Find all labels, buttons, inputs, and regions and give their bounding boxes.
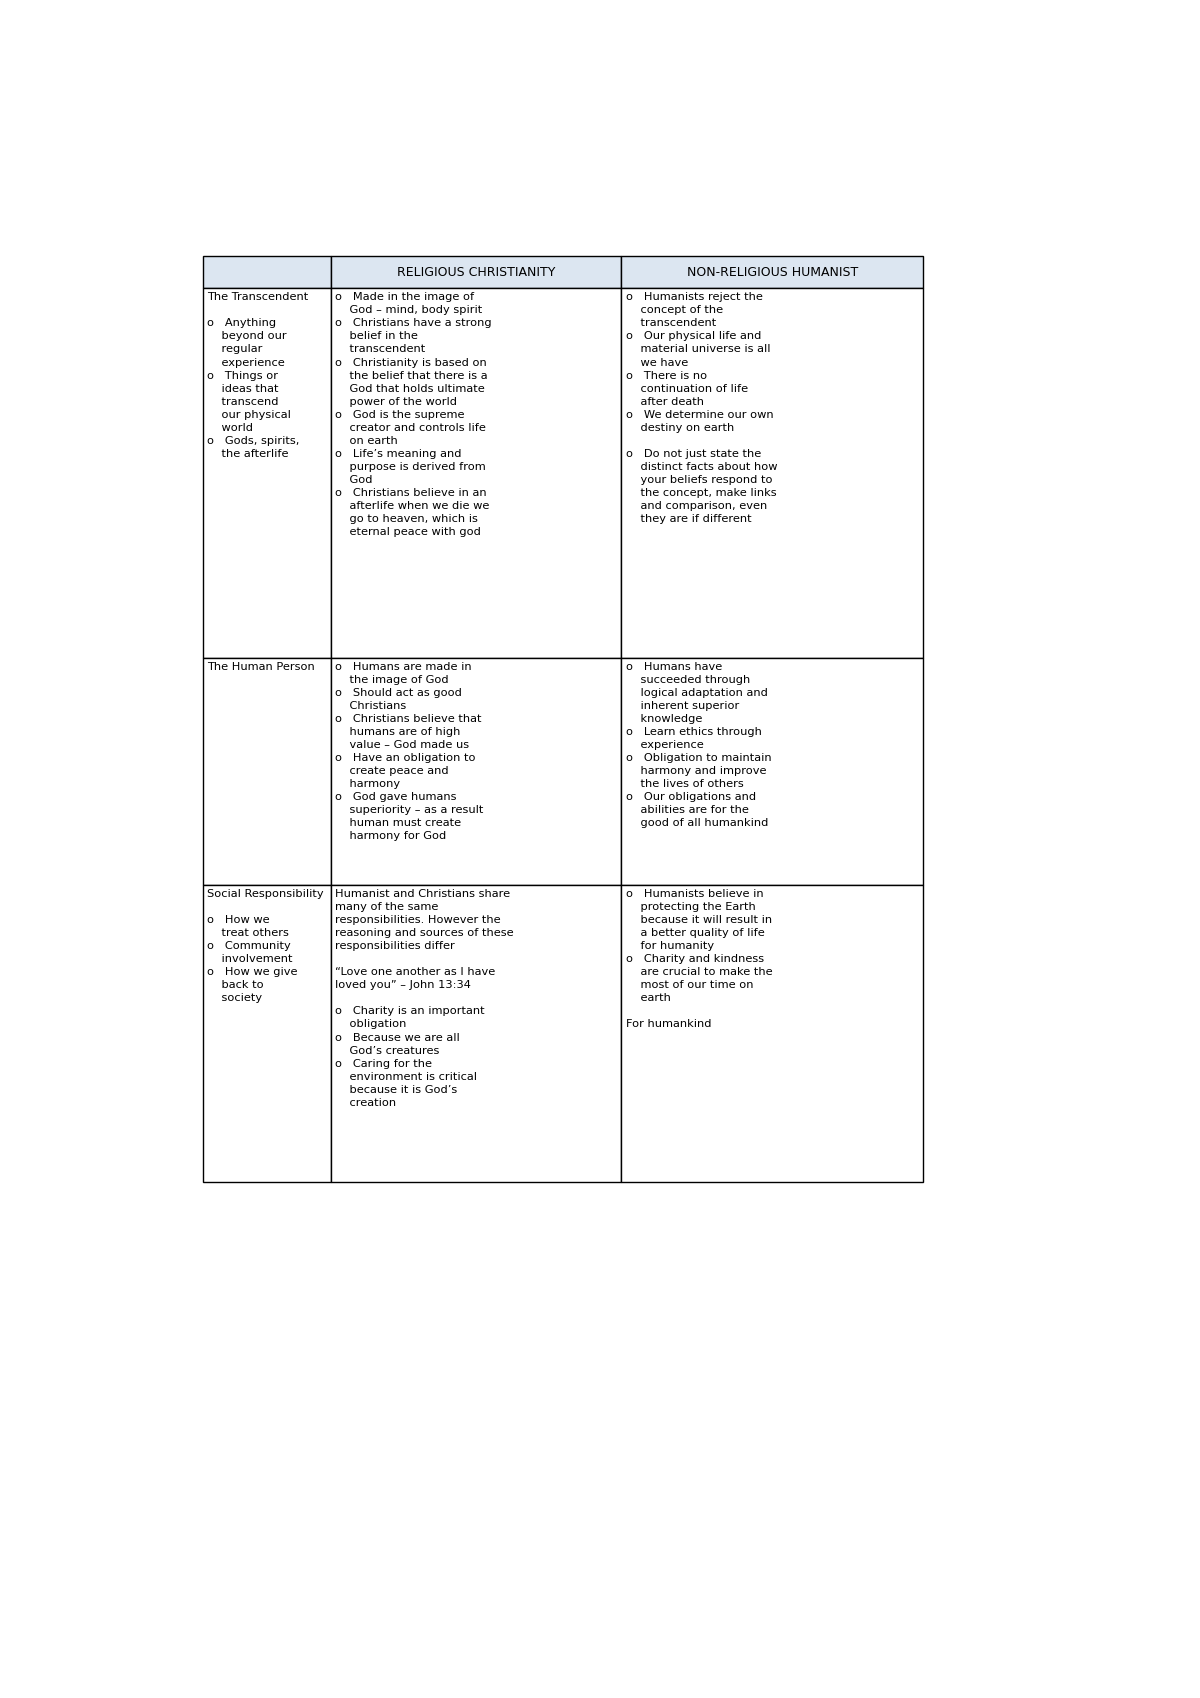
Bar bbox=[622, 256, 924, 289]
Text: Humanist and Christians share
many of the same
responsibilities. However the
rea: Humanist and Christians share many of th… bbox=[335, 890, 514, 1107]
Text: o   Humanists believe in
    protecting the Earth
    because it will result in
: o Humanists believe in protecting the Ea… bbox=[626, 890, 773, 1029]
Bar bbox=[203, 659, 330, 885]
Bar bbox=[622, 659, 924, 885]
Text: NON-RELIGIOUS HUMANIST: NON-RELIGIOUS HUMANIST bbox=[686, 267, 858, 278]
Bar bbox=[330, 885, 622, 1182]
Text: Social Responsibility

o   How we
    treat others
o   Community
    involvement: Social Responsibility o How we treat oth… bbox=[208, 890, 324, 1004]
Text: o   Made in the image of
    God – mind, body spirit
o   Christians have a stron: o Made in the image of God – mind, body … bbox=[335, 292, 492, 537]
Bar bbox=[330, 289, 622, 659]
Bar bbox=[622, 289, 924, 659]
Text: o   Humanists reject the
    concept of the
    transcendent
o   Our physical li: o Humanists reject the concept of the tr… bbox=[626, 292, 778, 525]
Bar bbox=[203, 885, 330, 1182]
Text: o   Humans are made in
    the image of God
o   Should act as good
    Christian: o Humans are made in the image of God o … bbox=[335, 662, 484, 842]
Bar bbox=[203, 289, 330, 659]
Bar bbox=[330, 256, 622, 289]
Text: RELIGIOUS CHRISTIANITY: RELIGIOUS CHRISTIANITY bbox=[397, 267, 556, 278]
Text: o   Humans have
    succeeded through
    logical adaptation and
    inherent su: o Humans have succeeded through logical … bbox=[626, 662, 772, 829]
Bar bbox=[330, 659, 622, 885]
Text: The Transcendent

o   Anything
    beyond our
    regular
    experience
o   Thi: The Transcendent o Anything beyond our r… bbox=[208, 292, 308, 458]
Bar bbox=[203, 256, 330, 289]
Bar bbox=[622, 885, 924, 1182]
Text: The Human Person: The Human Person bbox=[208, 662, 316, 672]
